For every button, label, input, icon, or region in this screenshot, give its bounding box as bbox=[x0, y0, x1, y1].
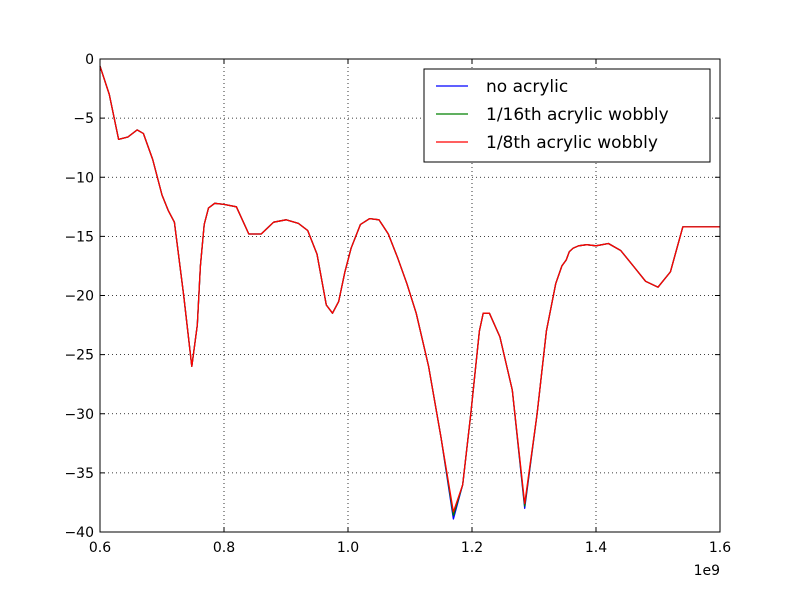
grid bbox=[100, 59, 720, 532]
y-tick-label: −25 bbox=[64, 348, 94, 364]
plot-series bbox=[99, 65, 720, 520]
y-tick-label: −40 bbox=[64, 525, 94, 541]
x-tick-label: 1.2 bbox=[461, 540, 483, 556]
x-tick-label: 1.0 bbox=[337, 540, 359, 556]
y-tick-label: −35 bbox=[64, 466, 94, 482]
axis-ticks: 0.6 0.8 1.0 1.2 1.4 1.6 0 −5 −10 −15 −20 −25 −30 −35 −… bbox=[64, 52, 731, 556]
x-axis-offset-label: 1e9 bbox=[694, 563, 720, 579]
legend-label: 1/16th acrylic wobbly bbox=[486, 105, 669, 125]
y-tick-label: −15 bbox=[64, 229, 94, 245]
series-line-3 bbox=[99, 65, 720, 513]
legend-label: 1/8th acrylic wobbly bbox=[486, 133, 658, 153]
x-tick-label: 1.4 bbox=[585, 540, 607, 556]
legend: no acrylic 1/16th acrylic wobbly 1/8th acr… bbox=[423, 68, 711, 163]
x-tick-label: 0.8 bbox=[213, 540, 235, 556]
y-tick-label: 0 bbox=[85, 52, 94, 68]
y-tick-label: −20 bbox=[64, 289, 94, 305]
y-tick-label: −5 bbox=[73, 111, 94, 127]
y-tick-label: −10 bbox=[64, 170, 94, 186]
legend-box bbox=[423, 68, 711, 163]
y-tick-label: −30 bbox=[64, 407, 94, 423]
legend-label: no acrylic bbox=[486, 77, 568, 97]
x-tick-label: 1.6 bbox=[709, 540, 731, 556]
x-tick-label: 0.6 bbox=[89, 540, 111, 556]
